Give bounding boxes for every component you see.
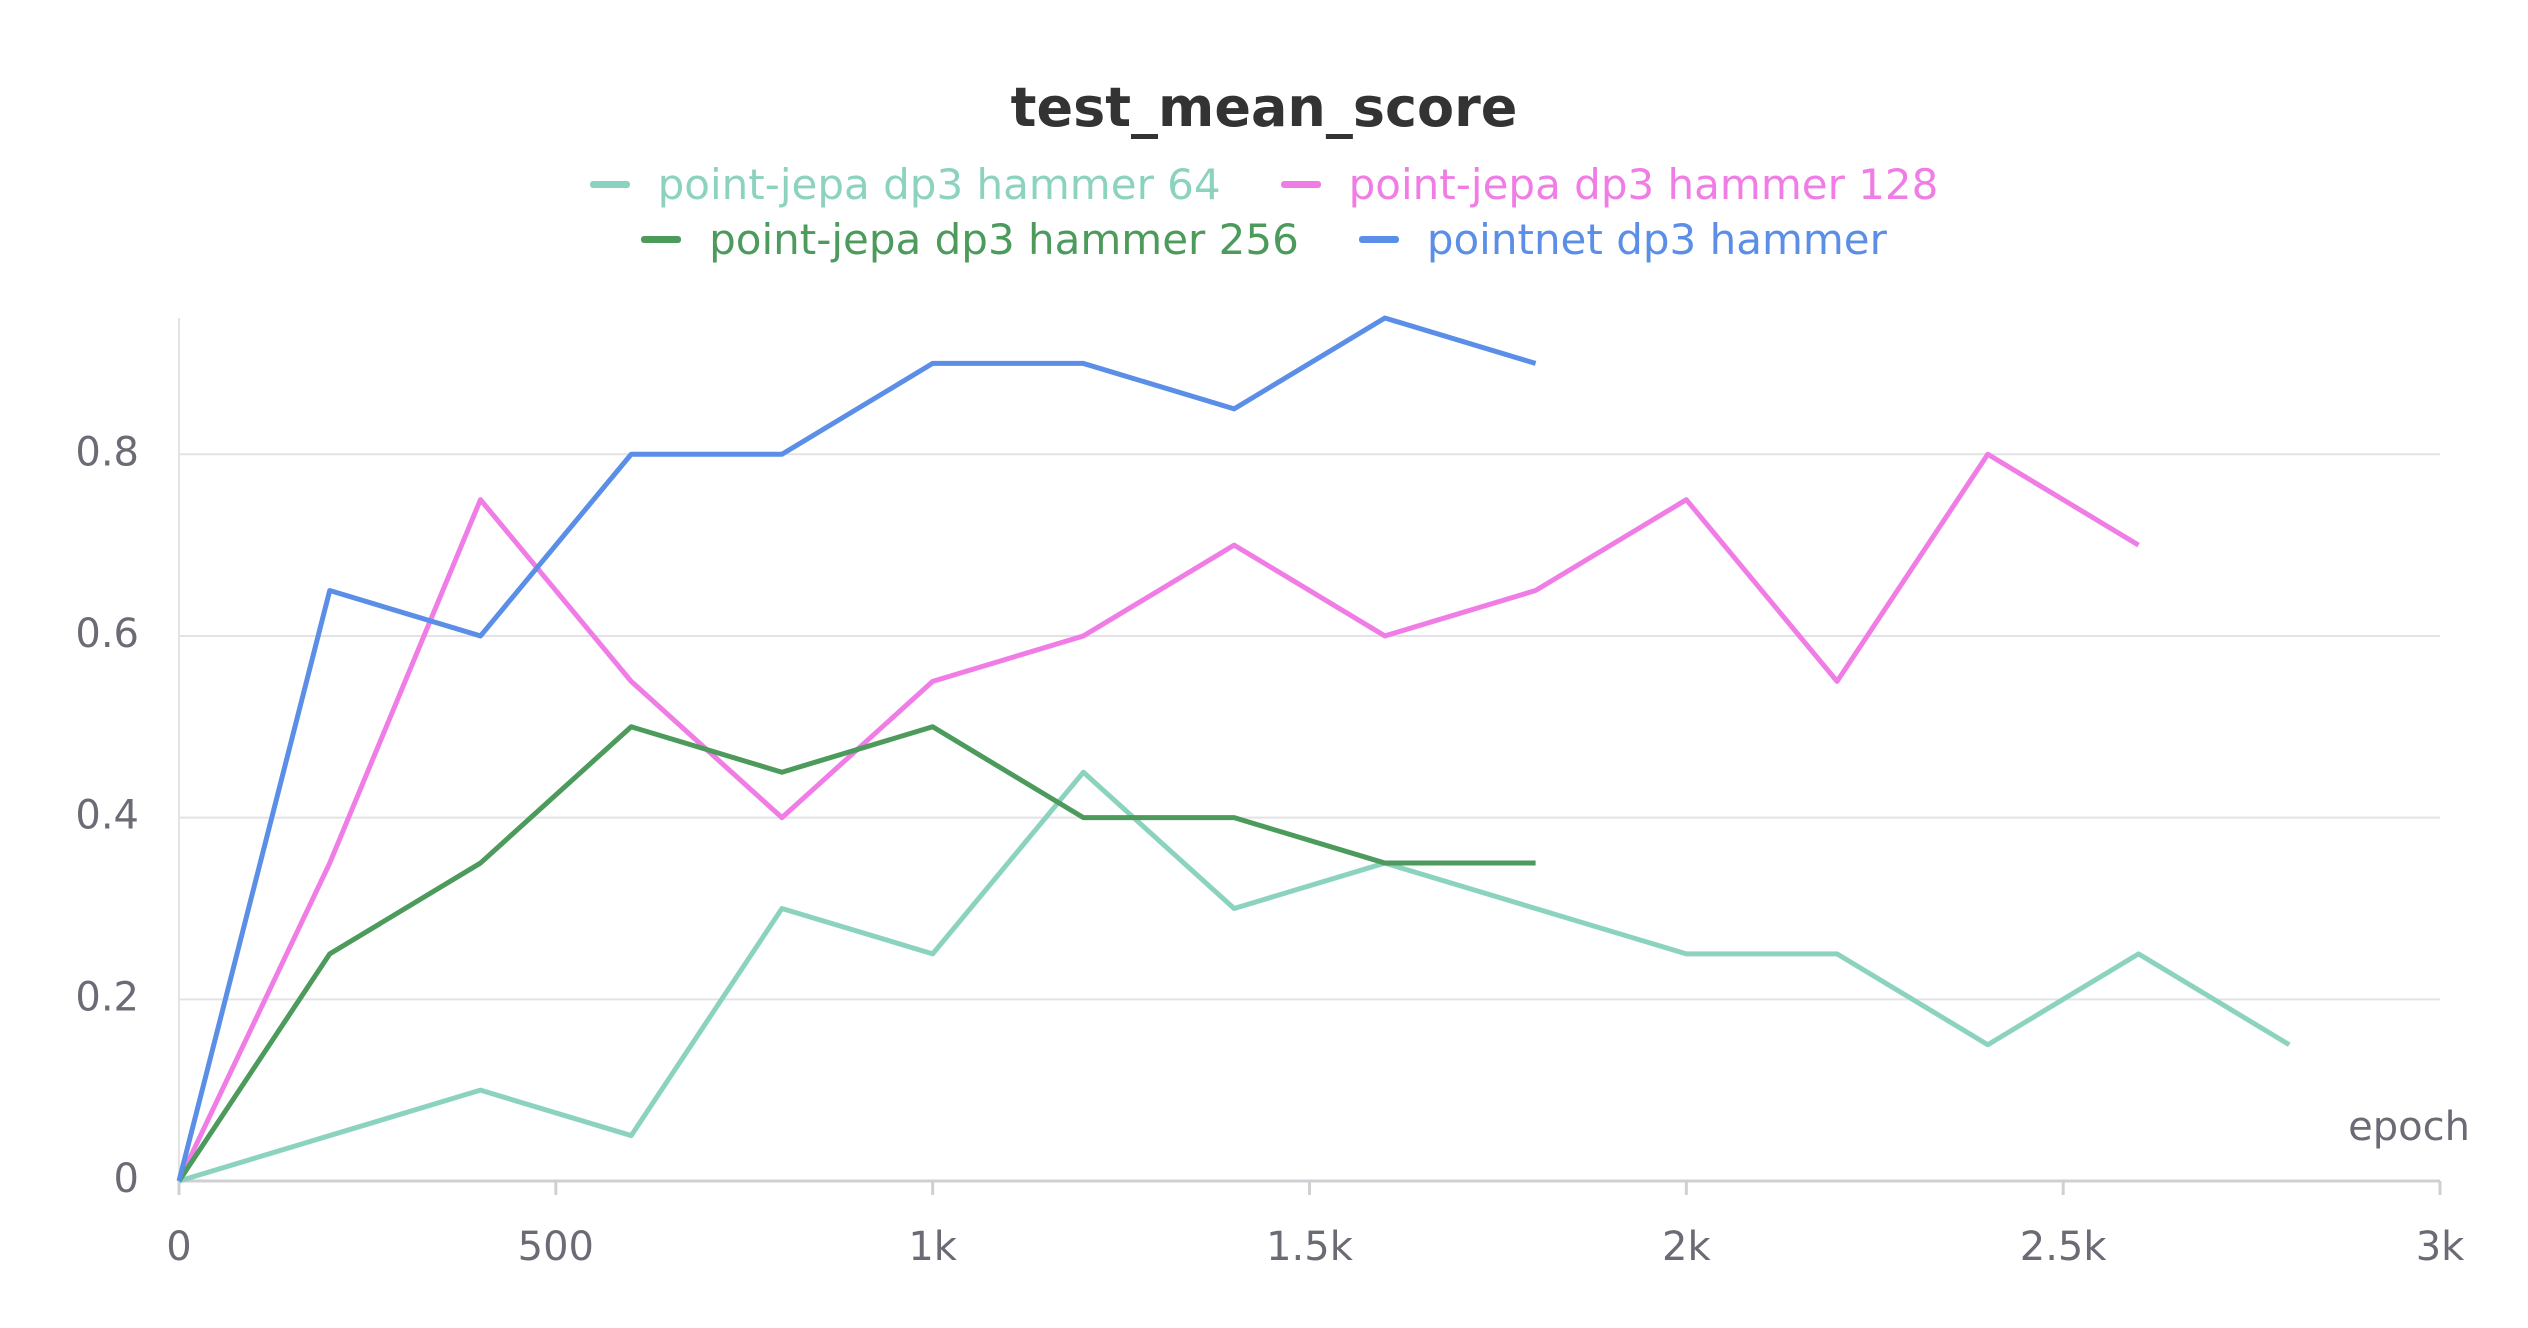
- x-tick-label: 1k: [908, 1224, 957, 1270]
- legend-item[interactable]: point-jepa dp3 hammer 64: [589, 160, 1221, 209]
- legend-label: point-jepa dp3 hammer 128: [1348, 160, 1939, 209]
- x-tick-label: 2k: [1662, 1224, 1711, 1270]
- legend-swatch: [589, 181, 630, 188]
- series-line: [178, 769, 2291, 1184]
- x-tick-label: 500: [518, 1224, 594, 1270]
- y-tick-label: 0.8: [75, 429, 139, 475]
- x-tick-label: 1.5k: [1266, 1224, 1354, 1270]
- legend-label: pointnet dp3 hammer: [1426, 215, 1887, 264]
- x-tick-label: 2.5k: [2020, 1224, 2108, 1270]
- y-tick-label: 0.4: [75, 793, 139, 839]
- series-line: [176, 724, 1536, 1183]
- x-axis-label: epoch: [2348, 1104, 2470, 1150]
- chart-title: test_mean_score: [1010, 76, 1518, 139]
- series-line: [176, 451, 2140, 1183]
- legend-item[interactable]: point-jepa dp3 hammer 128: [1280, 160, 1939, 209]
- y-tick-label: 0: [114, 1156, 139, 1202]
- legend-swatch: [1280, 181, 1321, 188]
- legend: point-jepa dp3 hammer 64 point-jepa dp3 h…: [264, 160, 2264, 264]
- legend-item[interactable]: pointnet dp3 hammer: [1358, 215, 1887, 264]
- legend-swatch: [641, 236, 682, 243]
- legend-swatch: [1358, 236, 1399, 243]
- x-tick-label: 0: [166, 1224, 191, 1270]
- legend-item[interactable]: point-jepa dp3 hammer 256: [641, 215, 1299, 264]
- series-line: [176, 315, 1537, 1182]
- y-tick-label: 0.6: [75, 611, 139, 657]
- x-tick-label: 3k: [2416, 1224, 2465, 1270]
- y-tick-label: 0.2: [75, 974, 139, 1020]
- legend-label: point-jepa dp3 hammer 64: [657, 160, 1221, 209]
- legend-label: point-jepa dp3 hammer 256: [709, 215, 1299, 264]
